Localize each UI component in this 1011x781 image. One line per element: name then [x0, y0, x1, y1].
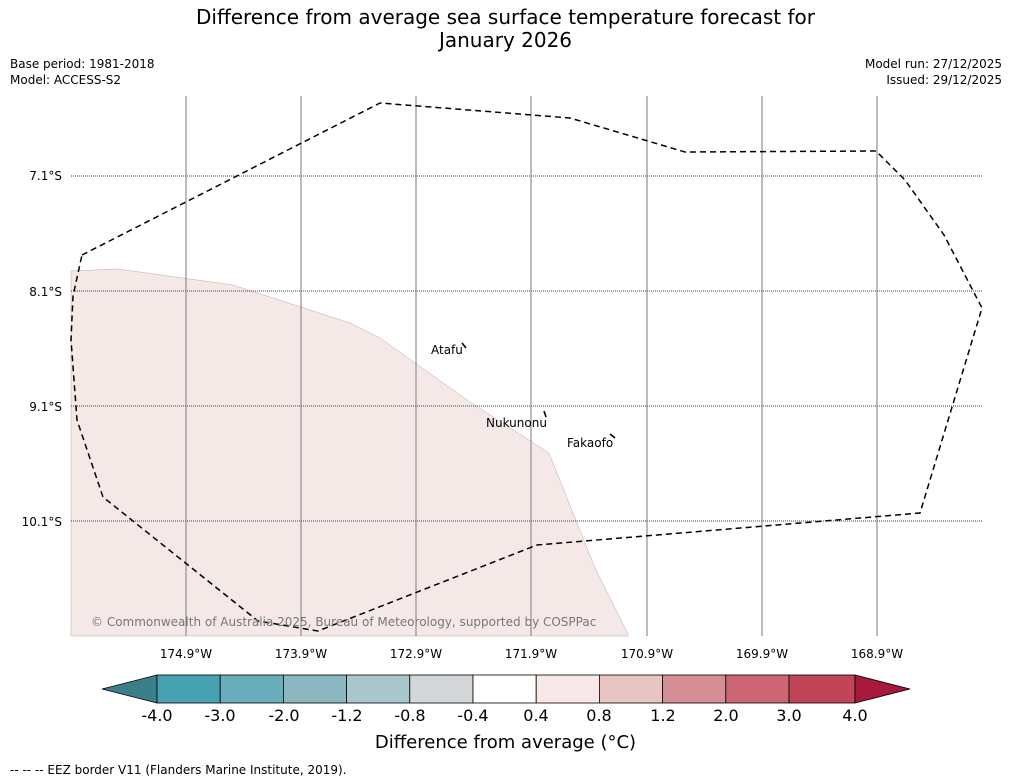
lon-label: 174.9°W: [160, 647, 212, 661]
colorbar-tick: 1.2: [650, 706, 675, 725]
colorbar: [101, 674, 911, 704]
colorbar-segment: [219, 674, 284, 704]
colorbar-tick: 4.0: [842, 706, 867, 725]
model-name: Model: ACCESS-S2: [10, 73, 122, 87]
metadata-right: Model run: 27/12/2025 Issued: 29/12/2025: [865, 56, 1002, 88]
copyright-notice: © Commonwealth of Australia 2025, Bureau…: [91, 615, 596, 629]
colorbar-low-extension: [101, 674, 158, 704]
base-period: Base period: 1981-2018: [10, 57, 155, 71]
colorbar-tick: -1.2: [331, 706, 362, 725]
fakaofo-atoll: [609, 433, 616, 439]
colorbar-segment: [599, 674, 664, 704]
colorbar-tick: -2.0: [268, 706, 299, 725]
model-run: Model run: 27/12/2025: [864, 57, 1002, 71]
colorbar-segment: [282, 674, 347, 704]
colorbar-high-extension: [854, 674, 911, 704]
lon-label: 171.9°W: [505, 647, 557, 661]
place-label-nukunonu: Nukunonu: [486, 416, 547, 430]
colorbar-tick: -0.8: [394, 706, 425, 725]
lat-label: 9.1°S: [29, 400, 62, 414]
issued-date: Issued: 29/12/2025: [886, 73, 1002, 87]
colorbar-tick: 2.0: [713, 706, 738, 725]
lon-label: 173.9°W: [275, 647, 327, 661]
lon-label: 168.9°W: [851, 647, 903, 661]
title-line-2: January 2026: [438, 28, 573, 52]
colorbar-ticks: -4.0 -3.0 -2.0 -1.2 -0.8 -0.4 0.4 0.8 1.…: [141, 706, 867, 725]
title-line-1: Difference from average sea surface temp…: [195, 5, 815, 29]
colorbar-segment: [788, 674, 856, 704]
colorbar-tick: 0.8: [586, 706, 611, 725]
colorbar-tick: 0.4: [523, 706, 548, 725]
latitude-labels: 7.1°S 8.1°S 9.1°S 10.1°S: [22, 169, 62, 529]
colorbar-tick: -0.4: [457, 706, 488, 725]
colorbar-segment: [535, 674, 600, 704]
metadata-left: Base period: 1981-2018 Model: ACCESS-S2: [10, 56, 155, 88]
colorbar-tick: 3.0: [776, 706, 801, 725]
place-label-atafu: Atafu: [431, 343, 463, 357]
lon-label: 172.9°W: [390, 647, 442, 661]
atafu-atoll: [461, 342, 467, 349]
nukunonu-atoll: [543, 410, 547, 418]
longitude-labels: 174.9°W 173.9°W 172.9°W 171.9°W 170.9°W …: [160, 647, 903, 661]
colorbar-segment: [725, 674, 790, 704]
colorbar-segment: [346, 674, 411, 704]
colorbar-tick: -3.0: [204, 706, 235, 725]
colorbar-tick: -4.0: [141, 706, 172, 725]
colorbar-segment: [409, 674, 474, 704]
eez-border: [70, 102, 983, 632]
longitude-gridlines: [185, 96, 878, 636]
colorbar-label: Difference from average (°C): [374, 732, 637, 753]
colorbar-segment: [662, 674, 727, 704]
lat-label: 8.1°S: [29, 285, 62, 299]
colorbar-segment: [156, 674, 221, 704]
place-label-fakaofo: Fakaofo: [567, 436, 613, 450]
atoll-shapes: [461, 342, 616, 439]
colorbar-segment: [472, 674, 537, 704]
lon-label: 170.9°W: [621, 647, 673, 661]
lat-label: 10.1°S: [22, 515, 62, 529]
eez-legend-note: -- -- -- EEZ border V11 (Flanders Marine…: [10, 763, 347, 777]
map-title: Difference from average sea surface temp…: [0, 6, 1011, 52]
lat-label: 7.1°S: [29, 169, 62, 183]
lon-label: 169.9°W: [736, 647, 788, 661]
anomaly-region: [70, 268, 629, 637]
